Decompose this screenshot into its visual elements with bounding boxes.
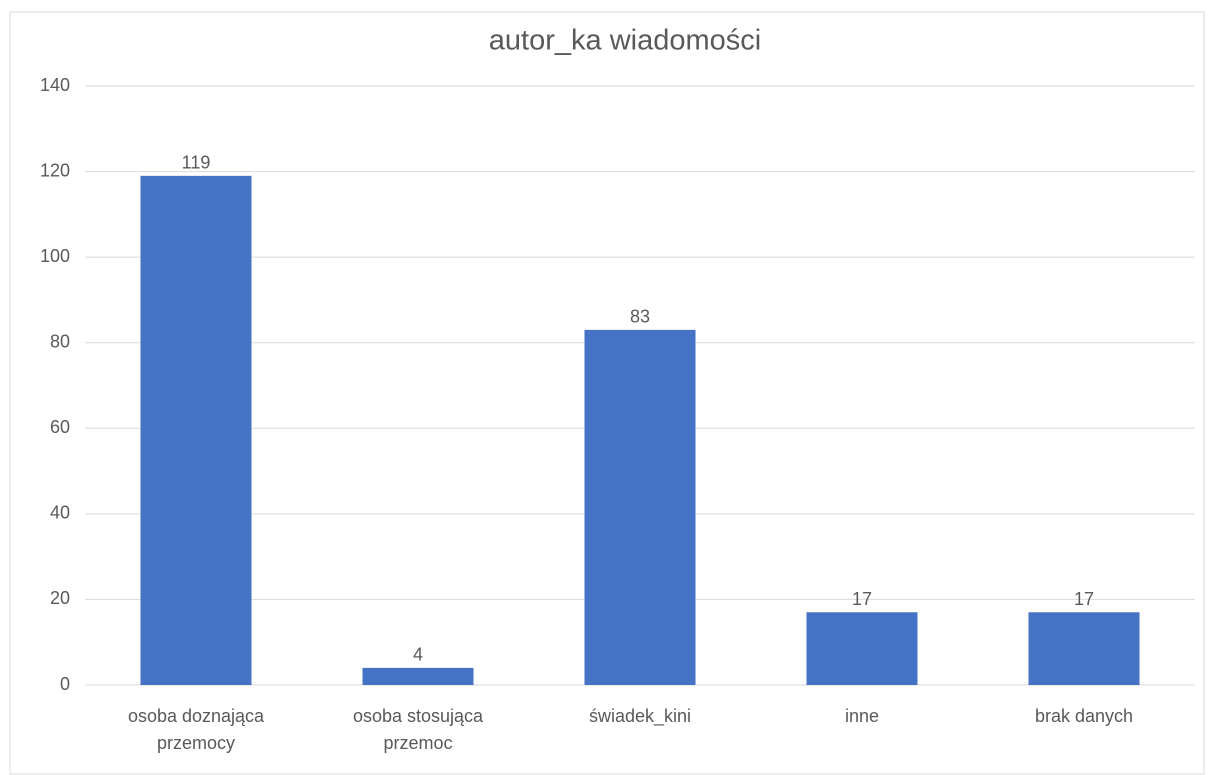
- bar: [584, 329, 696, 685]
- y-tick-label: 20: [50, 588, 70, 608]
- data-label: 119: [182, 153, 211, 173]
- bar: [1028, 612, 1140, 685]
- data-label: 83: [630, 307, 650, 327]
- x-tick-label: brak danych: [1034, 706, 1134, 726]
- bar: [140, 175, 252, 685]
- y-tick-label: 100: [40, 246, 70, 266]
- y-tick-label: 120: [40, 160, 70, 180]
- data-label: 17: [852, 589, 872, 609]
- y-tick-label: 40: [50, 503, 70, 523]
- y-tick-label: 60: [50, 417, 70, 437]
- chart-title: autor_ka wiadomości: [489, 25, 761, 57]
- bar: [362, 667, 474, 685]
- y-tick-label: 80: [50, 331, 70, 351]
- y-tick-label: 140: [40, 75, 70, 95]
- x-tick-label: osoba stosująca przemoc: [352, 706, 484, 753]
- x-tick-label: osoba doznająca przemocy: [127, 706, 265, 753]
- data-label: 4: [413, 645, 423, 665]
- data-label: 17: [1074, 589, 1094, 609]
- bar: [806, 612, 918, 685]
- y-tick-label: 0: [60, 674, 70, 694]
- x-tick-label: świadek_kini: [588, 706, 692, 726]
- x-tick-label: inne: [844, 706, 880, 726]
